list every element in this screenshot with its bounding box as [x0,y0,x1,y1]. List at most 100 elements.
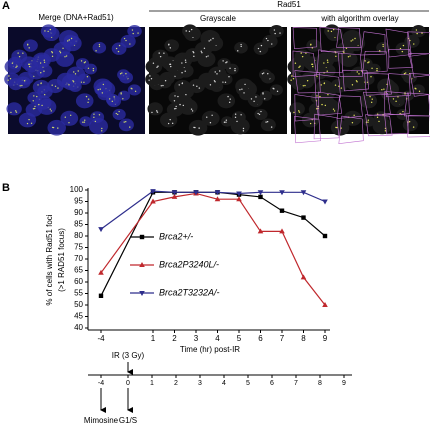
focus [340,87,343,89]
legend-label: Brca2P3240L/- [159,259,219,269]
focus [381,89,383,91]
focus [84,119,86,121]
nucleus [258,69,272,81]
focus [34,105,36,108]
focus [132,32,134,35]
focus [290,79,292,81]
focus [243,92,245,94]
image-title: Merge (DNA+Rad51) [38,13,114,22]
focus [311,63,313,66]
focus [304,84,306,87]
focus [44,30,46,32]
focus [185,61,187,63]
x-tick-label: 6 [258,334,263,343]
focus [102,83,105,86]
segment-outline [362,50,388,74]
focus [160,85,163,87]
nucleus [60,110,79,126]
focus [175,107,177,110]
focus [198,127,200,129]
focus [97,89,99,91]
focus [137,32,139,34]
focus [279,32,281,34]
focus [119,73,122,75]
point [150,198,156,204]
nucleus [343,110,362,126]
focus [184,59,187,61]
nucleus [24,60,39,73]
focus [74,73,77,75]
y-tick-label: 40 [74,323,83,332]
y-tick-label: 60 [74,277,83,286]
focus [193,55,195,58]
focus [98,45,101,48]
focus [214,71,216,73]
focus [152,62,155,64]
focus [228,101,231,104]
focus [241,88,243,90]
timeline-tick-label: 5 [246,380,250,387]
focus [57,127,59,129]
nucleus [236,84,249,96]
nucleus [411,25,426,38]
nucleus [16,76,31,89]
focus [121,72,123,74]
focus [345,47,348,50]
focus [62,47,64,50]
focus [306,79,309,82]
timeline-tick-label: 4 [222,380,226,387]
point [257,228,264,234]
focus [28,65,31,68]
focus [125,72,127,75]
nucleus [118,90,131,101]
point [236,196,242,202]
focus [300,52,302,54]
segment-outline [319,26,345,52]
segment-outline [336,95,363,119]
focus [209,122,212,124]
point [171,193,178,199]
focus [51,84,53,86]
focus [207,55,209,57]
nucleus [359,93,378,109]
focus [209,84,212,86]
focus [319,95,321,98]
segment-outline [407,31,430,57]
focus [353,114,355,116]
focus [87,101,89,104]
focus [54,85,57,88]
nucleus [203,74,223,91]
focus [376,69,378,72]
focus [332,28,335,31]
nucleus [92,41,107,54]
nucleus [145,72,161,86]
focus [226,61,228,63]
focus [376,116,379,119]
point [322,233,328,239]
focus [64,56,66,58]
nucleus [402,118,418,132]
focus [17,52,19,54]
focus [219,70,221,72]
focus [310,44,312,46]
focus [122,98,124,100]
focus [38,103,40,106]
focus [326,70,328,72]
focus [351,122,354,124]
focus [222,81,224,83]
focus [323,82,326,84]
segment-outline [292,27,318,49]
point [279,228,285,234]
focus [397,96,399,98]
focus [321,103,323,106]
focus [292,78,295,80]
focus [234,116,237,119]
x-tick-label: -4 [97,334,105,343]
focus [83,62,86,64]
focus [309,122,312,125]
focus [92,68,95,70]
nucleus [75,93,94,109]
focus [169,47,172,49]
annotation: G1/S [119,416,137,425]
